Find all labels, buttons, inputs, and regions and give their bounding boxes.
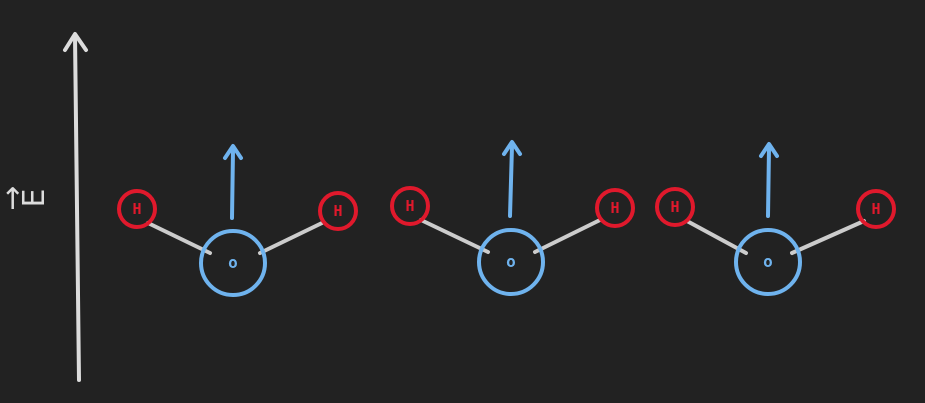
hydrogen-label-left: H [670,198,679,216]
water-molecule-3: H H o [655,142,896,296]
hydrogen-atom-left [655,187,695,227]
field-arrow-shaft [73,34,81,382]
hydrogen-label-left: H [405,197,414,215]
water-molecule-2: H H o [390,140,635,296]
hydrogen-label-right: H [333,202,342,220]
hydrogen-atom-right [595,188,635,228]
hydrogen-atom-right [856,189,896,229]
field-arrow [63,32,88,382]
hydrogen-label-right: H [871,200,880,218]
oxygen-atom [477,228,545,296]
oxygen-label: o [228,253,238,272]
oxygen-label: o [763,252,773,271]
dipole-arrow-head [759,142,779,158]
hydrogen-atom-left [117,189,157,229]
dipole-arrow-head [223,144,243,160]
bond-right [258,221,324,255]
field-label-letter: E [17,189,52,208]
water-molecule-1: H H o [117,144,358,297]
oxygen-atom [199,229,267,297]
hydrogen-label-right: H [610,199,619,217]
bond-left [419,218,490,254]
hydrogen-atom-right [318,191,358,231]
hydrogen-atom-left [390,186,430,226]
field-vector-mark: → [0,185,30,210]
hydrogen-label-left: H [132,200,141,218]
oxygen-atom [734,228,802,296]
dipole-arrow-shaft [766,146,771,218]
bond-left [685,219,748,255]
field-label: E → [0,185,52,210]
bond-left [146,221,212,255]
oxygen-label: o [506,252,516,271]
bond-right [533,218,602,254]
dipole-arrow-shaft [230,148,235,220]
bond-right [790,219,866,255]
dipole-arrow-shaft [508,144,514,218]
field-arrow-head [63,32,88,52]
dipole-arrow-head [502,140,522,156]
